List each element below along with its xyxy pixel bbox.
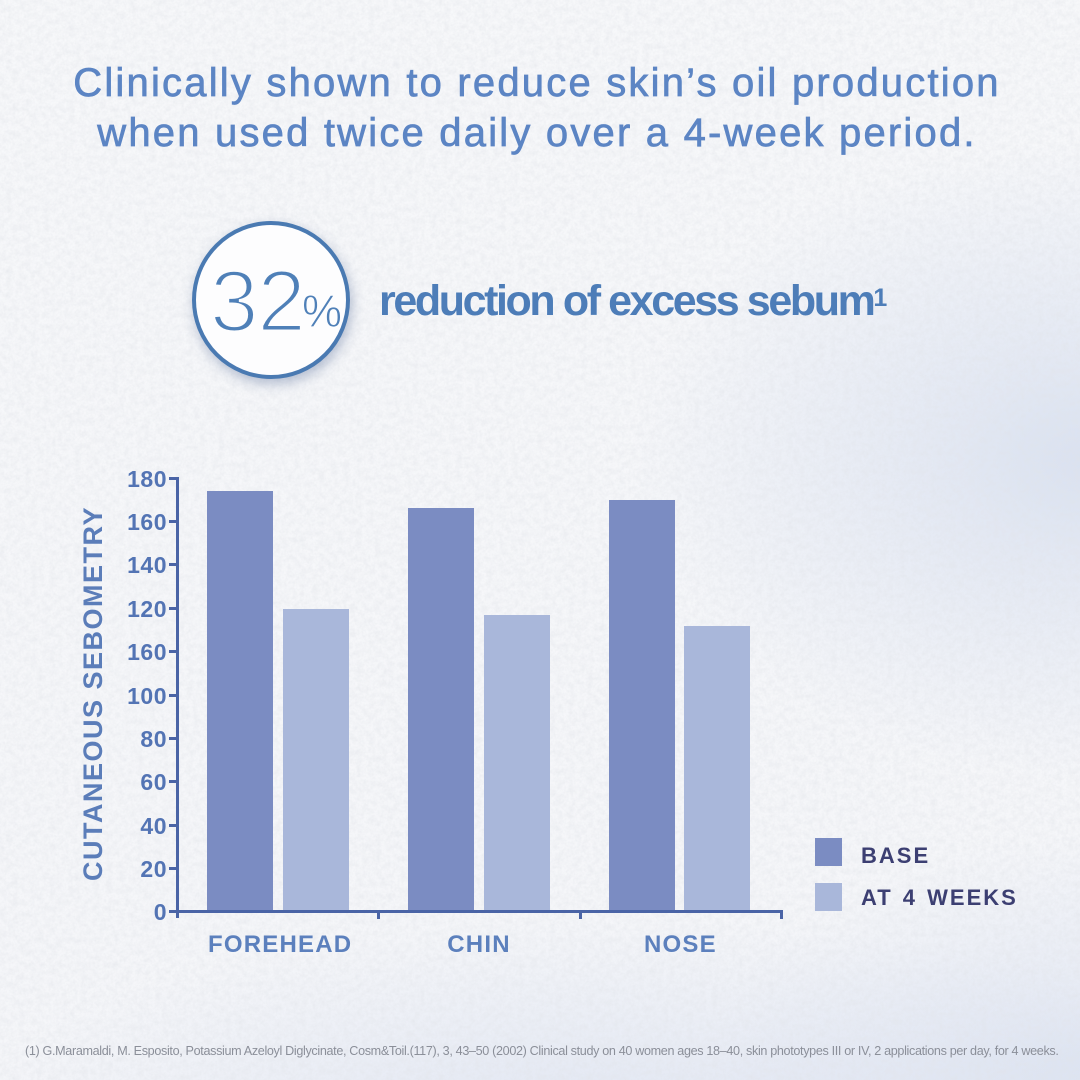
svg-text:32: 32 [210,253,305,350]
svg-text:32: 32 [210,253,305,350]
svg-text:%: % [302,286,342,337]
svg-text:%: % [302,286,342,337]
